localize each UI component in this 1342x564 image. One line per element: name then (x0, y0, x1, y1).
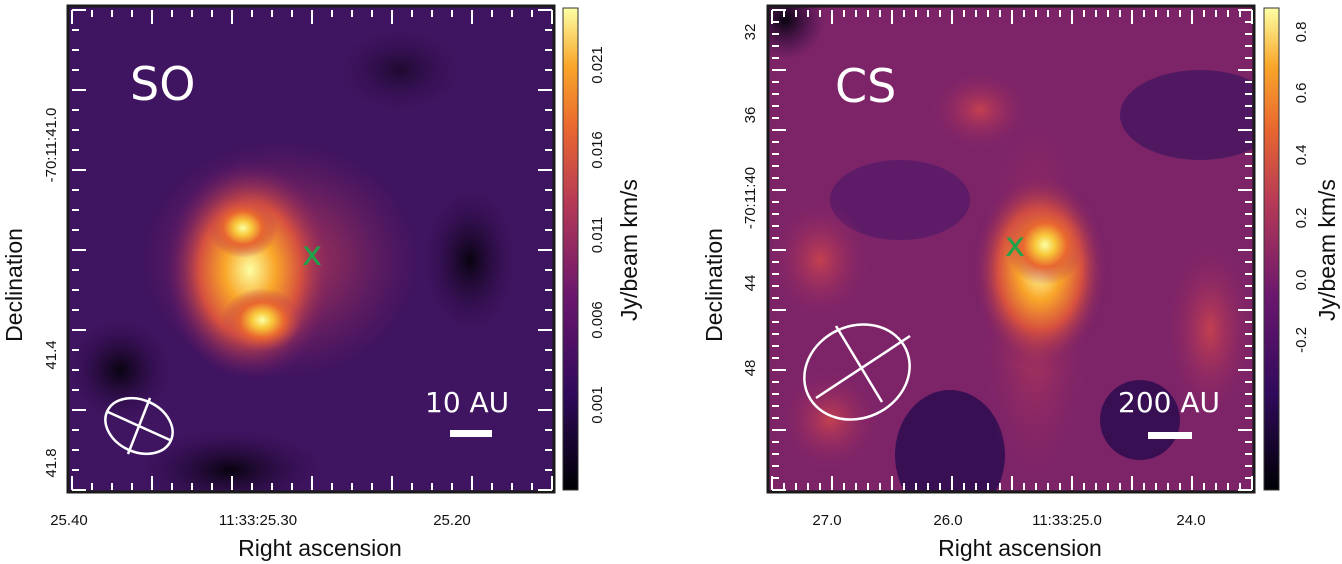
so-colorbar-tick-label: 0.021 (589, 46, 606, 84)
cs-y-tick-label: 44 (742, 275, 759, 292)
so-colorbar[interactable] (562, 7, 579, 491)
so-x-tick-label: 25.40 (50, 512, 88, 529)
so-y-tick-label: 41.8 (43, 448, 60, 477)
cs-scale-bar (1148, 432, 1192, 439)
so-beam-ellipse (104, 396, 174, 456)
cs-colorbar-label: Jy/beam km/s (1314, 179, 1340, 321)
so-colorbar-ticks: 0.021 0.016 0.011 0.006 0.001 (589, 46, 606, 424)
cs-scale-bar-label: 200 AU (1118, 386, 1220, 419)
cs-x-tick-label: 24.0 (1176, 512, 1205, 529)
so-tick-marks (71, 9, 553, 491)
cs-y-axis-label: Declination (701, 228, 727, 342)
so-colorbar-label: Jy/beam km/s (616, 179, 642, 321)
so-y-axis-label: Declination (1, 228, 27, 342)
so-colorbar-tick-label: 0.001 (589, 386, 606, 424)
cs-beam-ellipse (803, 323, 911, 421)
cs-x-tick-label: 27.0 (812, 512, 841, 529)
cs-y-tick-label: 32 (742, 24, 759, 41)
so-colorbar-tick-label: 0.006 (589, 301, 606, 339)
so-scale-bar (450, 430, 492, 437)
cs-x-tick-label: 11:33:25.0 (1032, 512, 1102, 529)
so-y-tick-label: -70:11:41.0 (43, 108, 60, 183)
cs-colorbar-tick-label: 0.2 (1293, 208, 1310, 229)
so-x-tick-label: 25.20 (433, 512, 471, 529)
so-x-axis-label: Right ascension (238, 535, 402, 561)
cs-source-marker: x (1005, 225, 1025, 265)
cs-colorbar-tick-label: 0.6 (1293, 83, 1310, 104)
cs-map-frame (766, 4, 1256, 494)
so-colorbar-tick-label: 0.011 (589, 217, 606, 253)
so-scale-bar-label: 10 AU (425, 386, 509, 419)
cs-colorbar[interactable] (1263, 7, 1280, 491)
so-colorbar-tick-label: 0.016 (589, 131, 606, 169)
so-x-tick-label: 11:33:25.30 (219, 512, 297, 529)
so-map-image (69, 7, 553, 491)
so-map-frame (66, 4, 556, 494)
cs-y-tick-label: -70:11:40 (742, 167, 759, 229)
cs-x-tick-label: 26.0 (933, 512, 962, 529)
so-panel-label: SO (130, 57, 195, 111)
cs-map-image (769, 7, 1253, 491)
cs-colorbar-tick-label: 0.4 (1293, 145, 1310, 166)
so-y-tick-label: 41.4 (43, 340, 60, 369)
cs-panel-label: CS (835, 59, 896, 113)
cs-colorbar-tick-label: 0.0 (1293, 270, 1310, 291)
cs-tick-marks (771, 9, 1253, 491)
cs-x-axis-label: Right ascension (938, 535, 1102, 561)
so-source-marker: x (302, 234, 322, 274)
cs-colorbar-tick-label: 0.8 (1293, 22, 1310, 43)
cs-colorbar-tick-label: -0.2 (1293, 327, 1310, 353)
cs-y-tick-label: 36 (742, 107, 759, 124)
cs-colorbar-ticks: 0.8 0.6 0.4 0.2 0.0 -0.2 (1293, 22, 1310, 353)
cs-y-tick-label: 48 (742, 360, 759, 377)
